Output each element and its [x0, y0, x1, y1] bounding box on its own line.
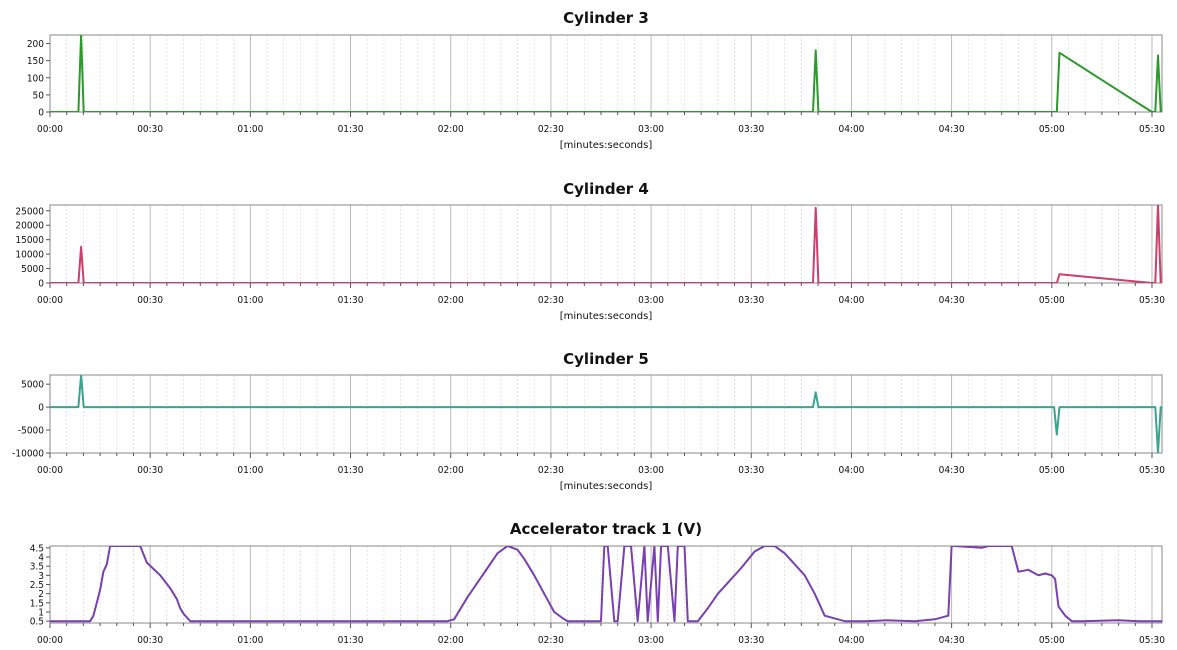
x-tick-label: 00:00 [37, 124, 63, 135]
x-tick-label: 01:00 [237, 295, 263, 306]
y-tick-label: 20000 [15, 221, 44, 232]
x-tick-label: 02:30 [538, 465, 564, 476]
y-tick-label: 2 [38, 589, 44, 600]
chart-panel-1: Cylinder 3 0 50 100 150 200 00:00 00:30 01:00 01:… [27, 9, 1165, 151]
chart-title: Cylinder 3 [563, 9, 649, 27]
x-tick-label: 00:00 [37, 295, 63, 306]
y-tick-label: 5000 [21, 264, 44, 275]
x-tick-label: 03:30 [738, 465, 764, 476]
series-line-1 [50, 375, 1162, 453]
chart-title: Cylinder 5 [563, 350, 649, 368]
x-tick-label: 03:00 [638, 465, 664, 476]
x-tick-label: 03:00 [638, 124, 664, 135]
chart-title: Cylinder 4 [563, 180, 649, 198]
x-tick-label: 05:30 [1139, 465, 1165, 476]
x-tick-label: 05:30 [1139, 295, 1165, 306]
x-tick-label: 02:00 [438, 635, 464, 646]
x-tick-label: 04:30 [939, 635, 965, 646]
series-line-1 [50, 546, 1162, 623]
plot-area [50, 35, 1162, 112]
y-tick-label: 50 [33, 90, 45, 101]
y-tick-label: 25000 [15, 206, 44, 217]
y-tick-label: 15000 [15, 235, 44, 246]
x-tick-label: 04:00 [838, 295, 864, 306]
chart-title: Accelerator track 1 (V) [510, 520, 702, 538]
x-tick-label: 02:30 [538, 124, 564, 135]
chart-panel-2: Cylinder 4 0 5000 10000 15000 20000 25000 00:00… [15, 180, 1165, 322]
x-tick-label: 05:30 [1139, 635, 1165, 646]
x-tick-label: 00:30 [137, 465, 163, 476]
x-tick-label: 04:00 [838, 124, 864, 135]
plot-frame [49, 374, 1163, 454]
y-tick-label: 150 [27, 56, 44, 67]
x-tick-label: 01:30 [338, 124, 364, 135]
x-tick-label: 03:30 [738, 295, 764, 306]
x-tick-label: 01:00 [237, 124, 263, 135]
y-tick-label: 100 [27, 73, 44, 84]
y-tick-label: -10000 [12, 449, 44, 460]
chart-panel-3: Cylinder 5 -10000 -5000 0 5000 00:00 00:30 01:0… [12, 350, 1165, 492]
y-tick-label: 5000 [21, 380, 44, 391]
plot-area [50, 205, 1162, 283]
y-tick-label: -5000 [18, 426, 44, 437]
y-tick-label: 200 [27, 39, 44, 50]
x-tick-label: 02:00 [438, 465, 464, 476]
x-tick-label: 00:30 [137, 124, 163, 135]
x-tick-label: 02:30 [538, 295, 564, 306]
x-tick-label: 03:30 [738, 635, 764, 646]
x-tick-label: 01:30 [338, 295, 364, 306]
x-tick-label: 05:00 [1039, 635, 1065, 646]
chart-panel-4: Accelerator track 1 (V) 0.511.522.533.544… [30, 520, 1166, 646]
x-tick-label: 03:00 [638, 295, 664, 306]
y-tick-label: 4 [38, 553, 44, 564]
x-tick-label: 04:30 [939, 295, 965, 306]
y-tick-label: 1 [38, 608, 44, 619]
y-tick-label: 4.5 [30, 543, 44, 554]
x-tick-label: 01:00 [237, 465, 263, 476]
x-axis-label: [minutes:seconds] [560, 311, 653, 322]
y-tick-label: 0 [38, 403, 44, 414]
x-tick-label: 03:30 [738, 124, 764, 135]
x-axis-label: [minutes:seconds] [560, 140, 653, 151]
x-tick-label: 05:00 [1039, 465, 1065, 476]
x-tick-label: 01:00 [237, 635, 263, 646]
x-tick-label: 01:30 [338, 635, 364, 646]
x-tick-label: 02:00 [438, 124, 464, 135]
x-tick-label: 05:30 [1139, 124, 1165, 135]
y-tick-label: 3.5 [30, 562, 44, 573]
y-tick-label: 1.5 [30, 598, 44, 609]
y-tick-label: 2.5 [30, 580, 44, 591]
x-tick-label: 02:30 [538, 635, 564, 646]
x-tick-label: 00:00 [37, 635, 63, 646]
x-tick-label: 04:30 [939, 465, 965, 476]
x-tick-label: 00:30 [137, 635, 163, 646]
x-tick-label: 05:00 [1039, 124, 1065, 135]
y-tick-label: 0 [38, 108, 44, 119]
x-tick-label: 04:00 [838, 635, 864, 646]
plot-area [50, 546, 1162, 623]
y-tick-label: 0 [38, 279, 44, 290]
y-tick-label: 3 [38, 571, 44, 582]
y-tick-label: 0.5 [30, 617, 44, 628]
x-tick-label: 05:00 [1039, 295, 1065, 306]
x-axis-label: [minutes:seconds] [560, 481, 653, 492]
x-tick-label: 02:00 [438, 295, 464, 306]
series-line-1 [50, 205, 1162, 283]
x-tick-label: 04:00 [838, 465, 864, 476]
x-tick-label: 03:00 [638, 635, 664, 646]
plot-area [50, 375, 1162, 453]
series-line-1 [50, 35, 1162, 112]
x-tick-label: 00:30 [137, 295, 163, 306]
x-tick-label: 04:30 [939, 124, 965, 135]
x-tick-label: 00:00 [37, 465, 63, 476]
x-tick-label: 01:30 [338, 465, 364, 476]
y-tick-label: 10000 [15, 250, 44, 261]
